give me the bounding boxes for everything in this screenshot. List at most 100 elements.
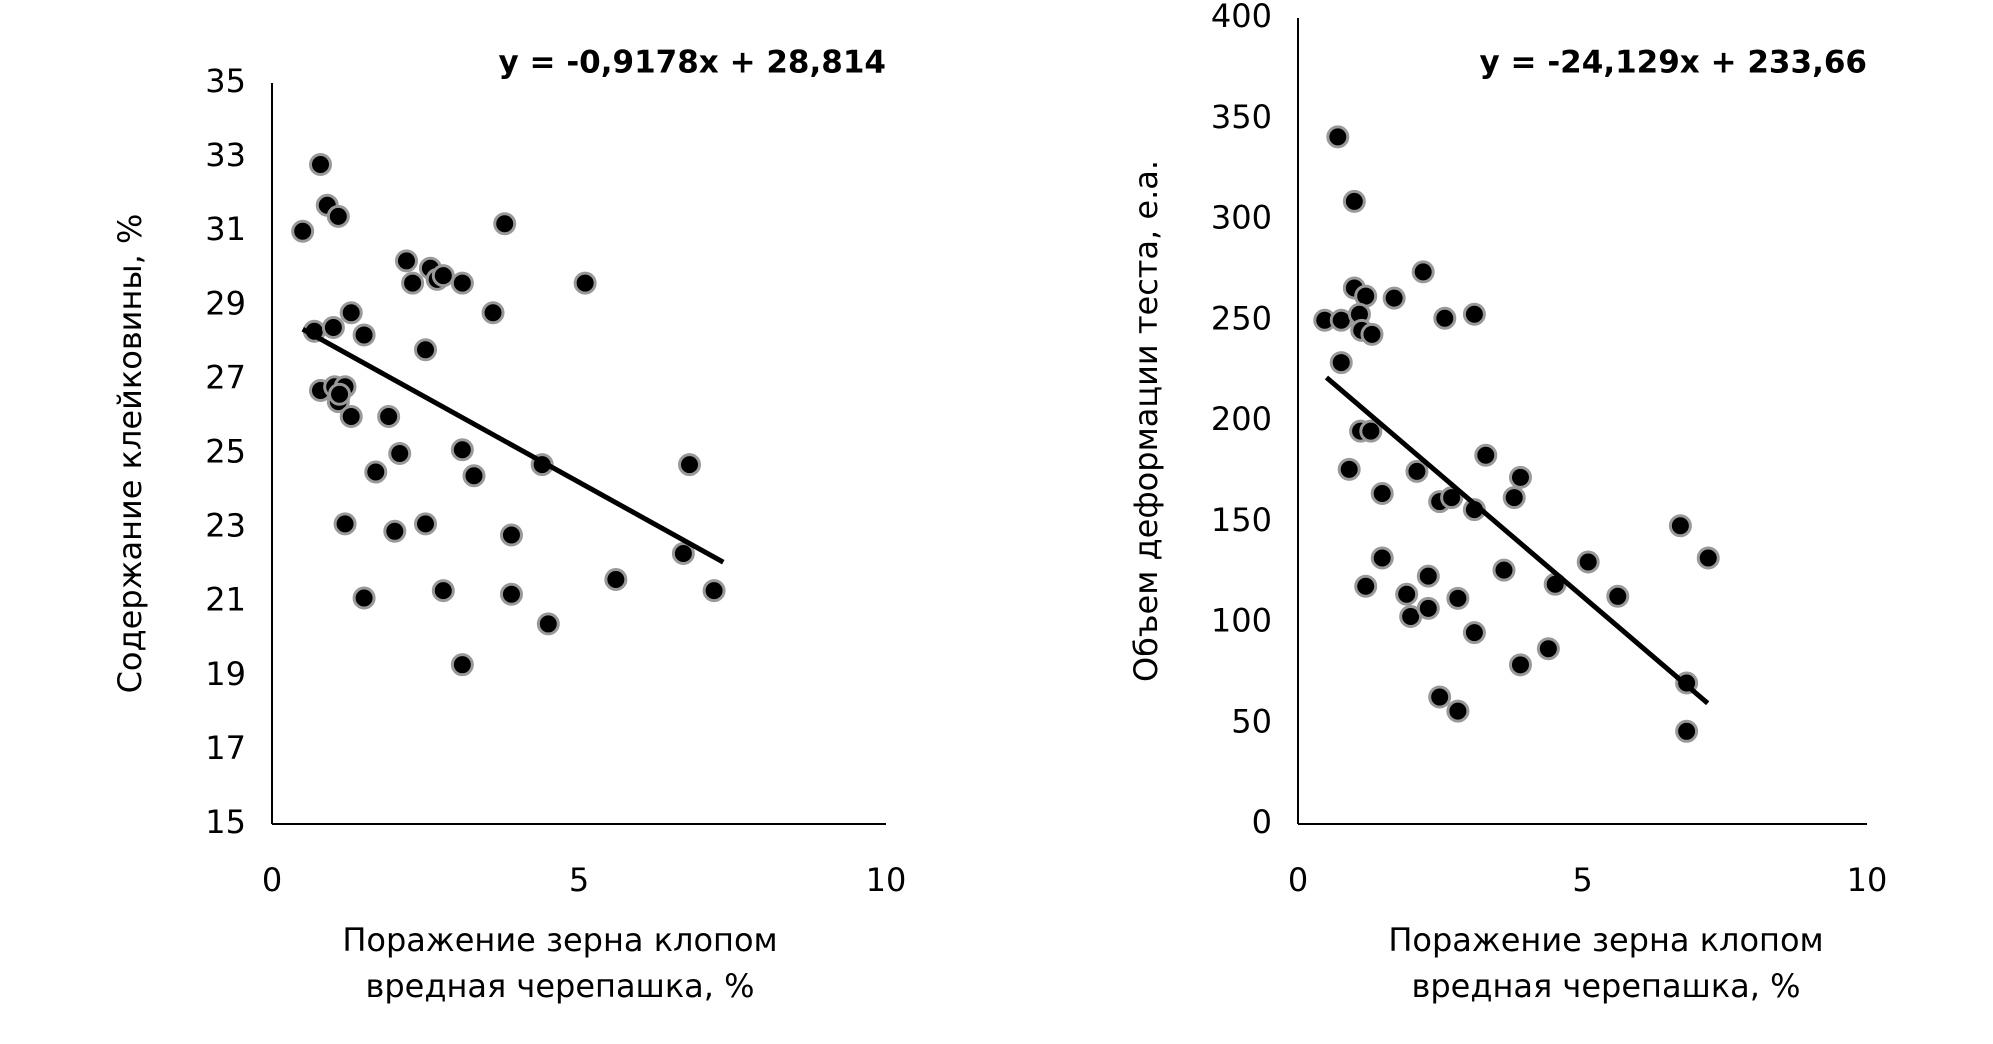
point xyxy=(450,653,474,677)
point xyxy=(1492,558,1516,582)
point xyxy=(1576,550,1600,574)
point xyxy=(1405,459,1429,483)
y-tick-label: 15 xyxy=(205,803,246,841)
point xyxy=(1359,419,1383,443)
y-tick-label: 35 xyxy=(205,62,246,100)
point xyxy=(1508,653,1532,677)
x-tick-label: 5 xyxy=(1572,861,1592,899)
point xyxy=(414,338,437,362)
point xyxy=(291,219,315,243)
point xyxy=(394,249,418,273)
point xyxy=(1606,584,1630,608)
point xyxy=(1446,699,1470,723)
y-axis-label: Объем деформации теста, е.а. xyxy=(1127,160,1165,682)
y-tick-label: 0 xyxy=(1252,803,1272,841)
point xyxy=(1370,546,1394,570)
point xyxy=(1675,719,1699,743)
point xyxy=(431,579,455,603)
point xyxy=(1433,306,1457,330)
point xyxy=(1668,514,1692,538)
point xyxy=(1411,260,1435,284)
point xyxy=(1354,574,1378,598)
point xyxy=(1416,564,1440,588)
point xyxy=(671,542,695,566)
y-tick-label: 21 xyxy=(205,581,246,619)
x-axis-label: вредная черепашка, % xyxy=(365,967,754,1005)
point xyxy=(326,204,350,228)
y-tick-label: 100 xyxy=(1211,602,1272,640)
equation: y = -24,129x + 233,66 xyxy=(1480,45,1867,81)
point xyxy=(1508,465,1532,489)
point xyxy=(1502,486,1526,510)
point xyxy=(1382,286,1406,310)
point xyxy=(388,442,412,465)
point xyxy=(383,519,407,543)
point xyxy=(1428,685,1452,709)
y-tick-label: 400 xyxy=(1211,0,1272,35)
point xyxy=(1446,586,1470,610)
point xyxy=(352,586,376,610)
x-tick-label: 0 xyxy=(1288,861,1308,899)
point xyxy=(499,582,523,606)
point xyxy=(339,301,363,325)
y-tick-label: 31 xyxy=(205,210,246,248)
point xyxy=(1536,637,1560,661)
point xyxy=(333,512,357,536)
point xyxy=(309,153,333,177)
point xyxy=(1416,596,1440,620)
point xyxy=(1342,189,1366,213)
point xyxy=(1337,457,1361,481)
y-tick-label: 29 xyxy=(205,284,246,322)
point xyxy=(377,404,401,428)
y-tick-label: 50 xyxy=(1231,702,1272,740)
point xyxy=(1326,125,1350,149)
point xyxy=(1329,351,1353,375)
point xyxy=(352,323,376,347)
point xyxy=(450,438,474,462)
point xyxy=(1462,302,1486,326)
point xyxy=(1474,443,1498,467)
trendline xyxy=(1324,375,1710,706)
point xyxy=(321,316,345,340)
equation: y = -0,9178x + 28,814 xyxy=(499,45,886,81)
y-tick-label: 27 xyxy=(205,358,246,396)
y-tick-label: 350 xyxy=(1211,98,1272,136)
y-tick-label: 250 xyxy=(1211,299,1272,337)
point xyxy=(328,382,352,406)
y-tick-label: 25 xyxy=(205,433,246,471)
point xyxy=(1696,546,1720,570)
y-tick-label: 23 xyxy=(205,507,246,545)
point xyxy=(462,464,486,488)
point xyxy=(678,453,702,477)
y-tick-label: 150 xyxy=(1211,501,1272,539)
point xyxy=(414,512,437,536)
point xyxy=(536,612,560,636)
x-tick-label: 10 xyxy=(1847,861,1888,899)
point xyxy=(450,271,474,295)
y-tick-label: 200 xyxy=(1211,400,1272,438)
y-tick-label: 33 xyxy=(205,136,246,174)
y-tick-label: 17 xyxy=(205,729,246,767)
point xyxy=(364,460,388,484)
y-tick-label: 19 xyxy=(205,655,246,693)
point xyxy=(1360,322,1384,346)
point xyxy=(1462,621,1486,645)
point xyxy=(702,579,726,603)
point xyxy=(339,404,363,428)
point xyxy=(1370,482,1394,506)
x-axis-label: вредная черепашка, % xyxy=(1411,967,1800,1005)
x-tick-label: 10 xyxy=(866,861,907,899)
point xyxy=(499,523,523,547)
y-axis-label: Содержание клейковины, % xyxy=(111,214,149,694)
x-axis-label: Поражение зерна клопом xyxy=(1388,921,1823,959)
point xyxy=(431,264,455,288)
x-tick-label: 0 xyxy=(262,861,282,899)
point xyxy=(1395,582,1419,606)
point xyxy=(401,271,425,295)
point xyxy=(573,271,597,295)
y-tick-label: 300 xyxy=(1211,199,1272,237)
point xyxy=(481,301,505,325)
trendline xyxy=(301,327,725,565)
x-axis-label: Поражение зерна клопом xyxy=(342,921,777,959)
